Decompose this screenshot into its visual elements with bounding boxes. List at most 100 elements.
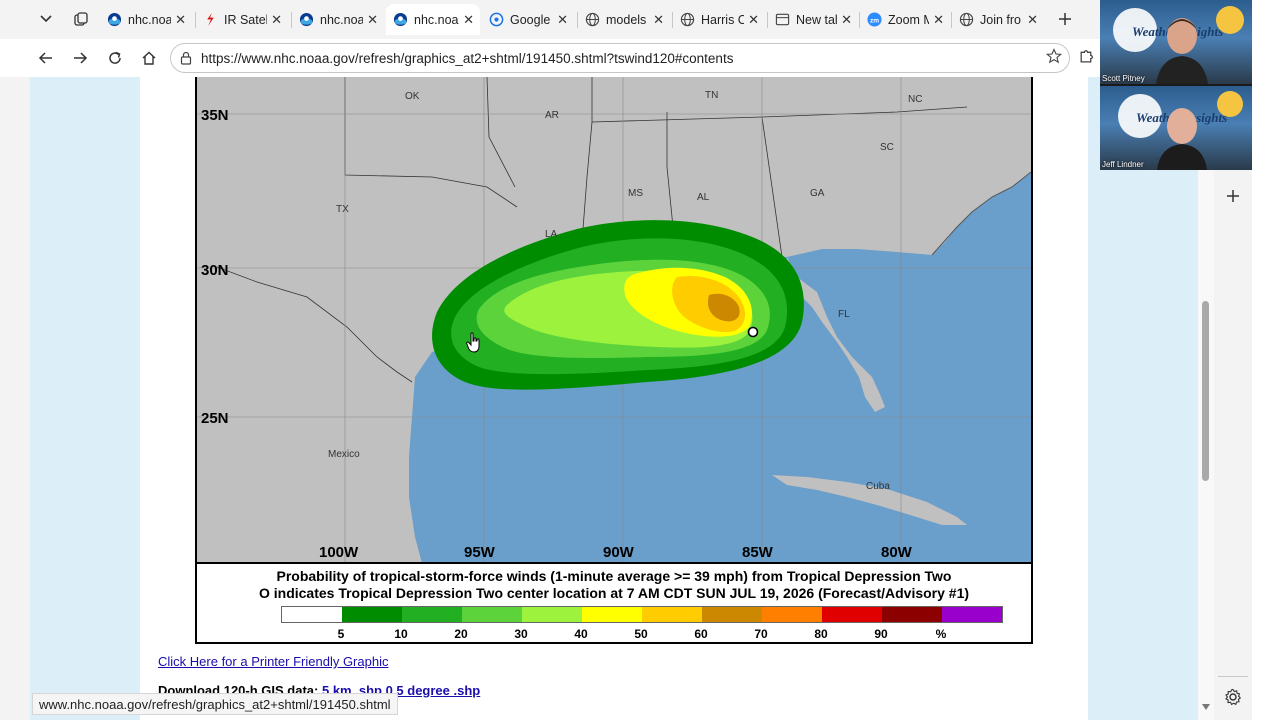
cuba-landmass (772, 475, 967, 525)
workspaces-button[interactable] (67, 6, 95, 32)
tab-5[interactable]: Google ✕ (482, 4, 574, 35)
tab-10[interactable]: Join fro ✕ (952, 4, 1044, 35)
tab-7[interactable]: Harris C ✕ (673, 4, 765, 35)
scale-label: 50 (634, 627, 648, 641)
state-label-tx: TX (336, 204, 349, 215)
scroll-thumb[interactable] (1202, 301, 1209, 481)
plus-icon (1059, 13, 1071, 25)
url-text[interactable]: https://www.nhc.noaa.gov/refresh/graphic… (201, 50, 734, 66)
state-label-fl: FL (838, 309, 850, 320)
navigation-toolbar: https://www.nhc.noaa.gov/refresh/graphic… (0, 39, 1100, 77)
chevron-down-icon (40, 15, 52, 23)
tab-8[interactable]: New tal ✕ (768, 4, 858, 35)
close-icon[interactable]: ✕ (1027, 11, 1038, 27)
browser-side-panel (1214, 170, 1252, 720)
lon-label-95w: 95W (464, 544, 496, 561)
favorite-star-icon[interactable] (1039, 47, 1069, 69)
globe-icon (584, 12, 600, 28)
side-panel-add-button[interactable] (1222, 188, 1244, 210)
place-label-cuba: Cuba (866, 481, 890, 492)
tab-2[interactable]: IR Satelli ✕ (196, 4, 288, 35)
home-button[interactable] (136, 45, 162, 71)
noaa-icon (298, 12, 314, 28)
tab-title: IR Satelli (224, 12, 268, 27)
tab-6[interactable]: models ✕ (578, 4, 670, 35)
lat-label-30n: 30N (201, 262, 229, 279)
state-label-nc: NC (908, 94, 922, 105)
close-icon[interactable]: ✕ (463, 11, 474, 27)
state-label-ok: OK (405, 91, 420, 102)
video-tile-jeff: Weather Insights Jeff Lindner (1100, 86, 1252, 170)
side-panel-divider (1218, 676, 1248, 677)
settings-button[interactable] (1222, 688, 1244, 710)
state-label-ga: GA (810, 188, 825, 199)
new-tab-button[interactable] (1052, 6, 1078, 32)
tab-3[interactable]: nhc.noaa ✕ (292, 4, 384, 35)
scale-swatch (822, 607, 882, 622)
scale-label: 60 (694, 627, 708, 641)
close-icon[interactable]: ✕ (841, 11, 852, 27)
window-right-edge (1252, 0, 1280, 720)
legend-caption-line2: O indicates Tropical Depression Two cent… (258, 585, 970, 601)
state-label-la: LA (545, 229, 558, 240)
tab-title: nhc.noaa (128, 12, 172, 27)
scale-label: 5 (337, 627, 345, 641)
tab-title: Join fro (980, 12, 1021, 27)
scale-label: 10 (394, 627, 408, 641)
state-label-al: AL (697, 192, 710, 203)
tab-separator (672, 12, 673, 28)
tab-title: nhc.noaa (414, 12, 459, 27)
page-scrollbar[interactable] (1198, 77, 1214, 720)
close-icon[interactable]: ✕ (271, 11, 282, 27)
printer-friendly-link[interactable]: Click Here for a Printer Friendly Graphi… (158, 654, 389, 669)
state-label-ar: AR (545, 110, 559, 121)
participant-video: Weather Insights (1113, 6, 1244, 84)
scale-swatch (702, 607, 762, 622)
newtab-icon (774, 12, 790, 28)
probability-contour-60 (707, 293, 740, 322)
close-icon[interactable]: ✕ (367, 11, 378, 27)
tab-9[interactable]: zm Zoom M ✕ (860, 4, 950, 35)
scale-swatch (582, 607, 642, 622)
lon-label-90w: 90W (603, 544, 635, 561)
close-icon[interactable]: ✕ (748, 11, 759, 27)
noaa-icon (392, 12, 408, 28)
tab-1[interactable]: nhc.noaa ✕ (100, 4, 192, 35)
close-icon[interactable]: ✕ (933, 11, 944, 27)
close-icon[interactable]: ✕ (175, 11, 186, 27)
refresh-button[interactable] (102, 45, 128, 71)
video-call-overlay: Weather Insights Scott Pitney Weather In… (1100, 0, 1252, 170)
scroll-down-icon[interactable] (1202, 704, 1210, 710)
participant-video: Weather Insights (1118, 91, 1243, 170)
lon-label-100w: 100W (319, 544, 359, 561)
legend-caption-line1: Probability of tropical-storm-force wind… (276, 568, 952, 584)
address-bar[interactable]: https://www.nhc.noaa.gov/refresh/graphic… (170, 43, 1070, 73)
scale-swatch (522, 607, 582, 622)
tab-title: Google (510, 12, 551, 27)
participant-name-label: Jeff Lindner (1102, 160, 1144, 169)
workspaces-icon (74, 12, 88, 26)
noaa-icon (106, 12, 122, 28)
forward-button[interactable] (67, 45, 93, 71)
state-borders (216, 77, 968, 383)
tab-actions-menu-button[interactable] (32, 6, 60, 32)
participant-name-label: Scott Pitney (1102, 74, 1145, 83)
lock-icon[interactable] (171, 51, 201, 65)
extensions-button[interactable] (1078, 47, 1095, 69)
us-mexico-landmass (197, 77, 1031, 642)
close-icon[interactable]: ✕ (653, 11, 664, 27)
tab-4-active[interactable]: nhc.noaa ✕ (386, 4, 480, 35)
lat-label-25n: 25N (201, 410, 229, 427)
back-button[interactable] (33, 45, 59, 71)
tab-title: Zoom M (888, 12, 930, 27)
gear-icon (1225, 688, 1242, 706)
close-icon[interactable]: ✕ (557, 11, 568, 27)
gis-half-degree-shp-link[interactable]: 0.5 degree .shp (385, 683, 481, 698)
home-icon (142, 51, 156, 65)
scale-label: 80 (814, 627, 828, 641)
page-content: OK AR TN NC SC MS AL GA TX LA FL Mexico … (140, 77, 1088, 720)
scale-swatch (942, 607, 1002, 622)
svg-text:zm: zm (869, 17, 878, 24)
scale-swatch (342, 607, 402, 622)
place-label-mexico: Mexico (328, 449, 360, 460)
